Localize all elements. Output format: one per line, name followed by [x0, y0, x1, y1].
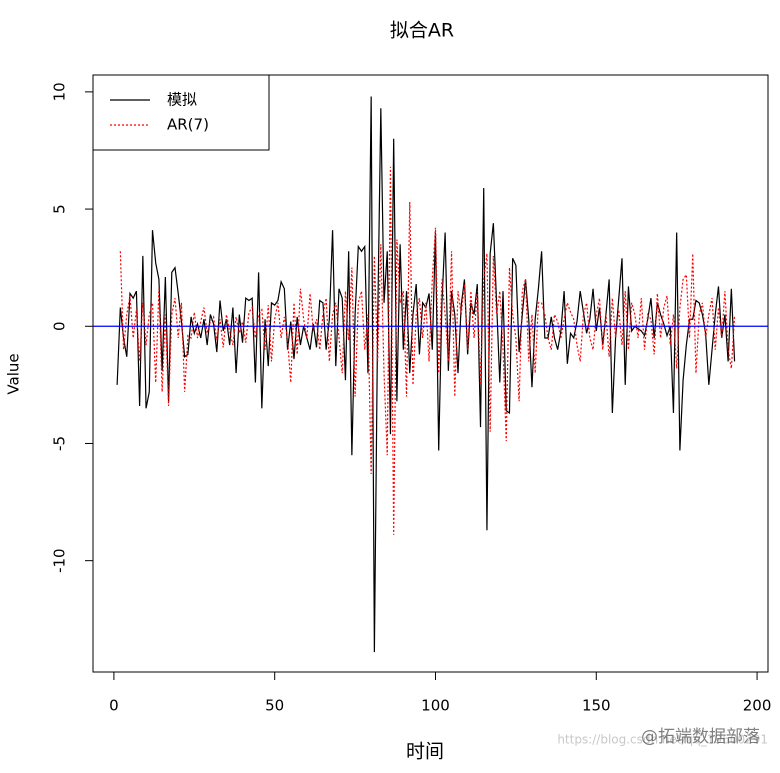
- y-tick-label: 10: [51, 82, 69, 101]
- series-line: [116, 96, 736, 653]
- legend-box: [92, 74, 270, 151]
- x-tick-label: 50: [265, 697, 284, 715]
- x-tick-label: 150: [582, 697, 611, 715]
- x-tick-label: 200: [743, 697, 772, 715]
- x-tick-label: 100: [421, 697, 450, 715]
- x-axis-label: 时间: [406, 741, 444, 763]
- watermark: https://blog.csdn.net/qq_19600291: [557, 733, 768, 747]
- y-tick-label: -10: [51, 548, 69, 573]
- legend-label: AR(7): [167, 116, 209, 134]
- chart-title: 拟合AR: [390, 20, 454, 42]
- y-tick-label: 0: [51, 321, 69, 331]
- y-tick-label: -5: [51, 436, 69, 451]
- y-axis-label: Value: [5, 353, 23, 394]
- y-tick-label: 5: [51, 204, 69, 214]
- watermark: @拓端数据部落: [641, 727, 760, 747]
- series-line: [119, 166, 736, 535]
- legend-label: 模拟: [167, 91, 197, 109]
- plot-frame: [92, 74, 769, 673]
- x-tick-label: 0: [109, 697, 119, 715]
